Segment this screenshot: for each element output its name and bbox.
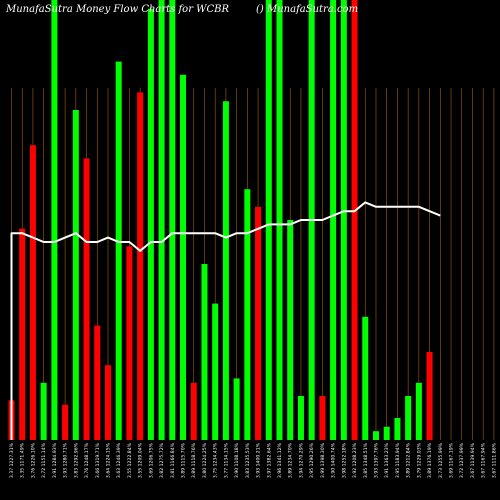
x-tick-label: 3.72 1237.99% — [459, 442, 465, 478]
x-tick-label: 3.72 1151.14% — [41, 442, 47, 478]
x-tick-label: 3.93 1280.71% — [63, 442, 69, 478]
bar — [201, 264, 208, 440]
x-tick-label: 3.98 1252.18% — [341, 442, 347, 478]
x-tick-label: 3.63 1246.39% — [116, 442, 122, 478]
x-tick-label: 3.91 1284.93% — [52, 442, 58, 478]
bar — [19, 228, 26, 440]
x-tick-label: 3.82 1275.72% — [159, 442, 165, 478]
x-tick-label: 3.66 1319.71% — [95, 442, 101, 478]
x-tick-label: 3.89 1234.70% — [288, 442, 294, 478]
bar — [340, 0, 347, 440]
x-tick-label: 3.99 1398.30% — [320, 442, 326, 478]
bar — [40, 382, 47, 440]
bar — [212, 303, 219, 440]
bar — [104, 365, 111, 440]
bar — [297, 396, 304, 440]
chart-title-left: MunafaSutra Money Flow Charts for WCBR — [5, 4, 229, 15]
x-tick-label: 3.79 1229.03% — [416, 442, 422, 478]
x-tick-label: 3.95 1183.94% — [395, 442, 401, 478]
bar — [126, 246, 133, 440]
bar — [158, 0, 165, 440]
x-tick-label: 3.76 1248.17% — [84, 442, 90, 478]
bar — [265, 0, 272, 440]
x-tick-label: 3.97 1382.64% — [266, 442, 272, 478]
x-tick-label: 3.55 1209.04% — [138, 442, 144, 478]
x-tick-label: 3.77 1134.15% — [223, 442, 229, 478]
x-tick-label: 3.93 1400.21% — [256, 442, 262, 478]
bar — [276, 0, 283, 440]
x-tick-labels: 3.37 1227.31% 3.35 1171.49% 3.76 1226.10% 3… — [9, 442, 497, 478]
bar — [62, 404, 69, 440]
x-tick-label: 3.83 1235.53% — [245, 442, 251, 478]
x-tick-label: 3.89 1212.84% — [406, 442, 412, 478]
x-tick-label: 3.69 1206.75% — [148, 442, 154, 478]
x-tick-label: 3.89 1376.19% — [427, 442, 433, 478]
bar — [94, 325, 101, 440]
bar — [83, 158, 90, 440]
x-tick-label: 3.67 1139.94% — [470, 442, 476, 478]
x-tick-label: 3.89 1118.76% — [191, 442, 197, 478]
bar — [244, 189, 251, 440]
bar — [383, 426, 390, 440]
x-tick-label: 3.83 1292.96% — [73, 442, 79, 478]
bar — [72, 110, 79, 440]
money-flow-line — [10, 201, 441, 440]
bar — [180, 74, 187, 441]
bar — [330, 0, 337, 440]
x-tick-label: 3.92 1208.23% — [352, 442, 358, 478]
x-tick-label: 3.90 1108.18% — [234, 442, 240, 478]
x-tick-label: 3.76 1226.10% — [30, 442, 36, 478]
chart-title-right: () MunafaSutra.com — [256, 4, 358, 15]
x-tick-label: 3.73 1255.99% — [438, 442, 444, 478]
x-tick-label: 3.75 1234.43% — [213, 442, 219, 478]
bar — [287, 220, 294, 440]
x-tick-label: 3.67 1111.86% — [491, 442, 497, 478]
bar — [405, 396, 412, 440]
bar — [394, 418, 401, 440]
bar — [137, 92, 144, 441]
bar — [222, 101, 229, 440]
bar — [115, 61, 122, 440]
bar — [426, 352, 433, 440]
x-tick-label: 3.96 1341.12% — [277, 442, 283, 478]
bar — [255, 206, 262, 440]
bar — [51, 0, 58, 440]
x-tick-label: 3.90 1400.74% — [331, 442, 337, 478]
line-series — [10, 201, 441, 440]
bar — [29, 145, 36, 440]
bar — [169, 0, 176, 440]
bar — [372, 431, 379, 440]
x-tick-label: 3.37 1227.31% — [9, 442, 15, 478]
x-tick-label: 3.94 1270.29% — [298, 442, 304, 478]
bar — [319, 396, 326, 440]
x-tick-label: 3.64 1224.15% — [105, 442, 111, 478]
x-tick-label: 3.35 1171.49% — [20, 442, 26, 478]
bar — [362, 316, 369, 440]
x-tick-label: 3.55 1222.84% — [127, 442, 133, 478]
x-tick-label: 3.67 1167.94% — [481, 442, 487, 478]
x-tick-label: 3.69 1167.19% — [449, 442, 455, 478]
x-tick-label: 3.95 1290.26% — [309, 442, 315, 478]
x-tick-label: 3.85 1348.51% — [363, 442, 369, 478]
x-tick-label: 3.80 1224.25% — [202, 442, 208, 478]
bar-series — [8, 0, 433, 441]
x-tick-label: 3.89 1115.70% — [181, 442, 187, 478]
bar — [190, 382, 197, 440]
bar — [233, 378, 240, 440]
bar — [351, 0, 358, 440]
bar — [415, 382, 422, 440]
x-tick-label: 3.81 1166.84% — [170, 442, 176, 478]
x-tick-label: 3.93 1397.76% — [373, 442, 379, 478]
bar — [147, 8, 154, 441]
x-tick-label: 3.91 1363.23% — [384, 442, 390, 478]
